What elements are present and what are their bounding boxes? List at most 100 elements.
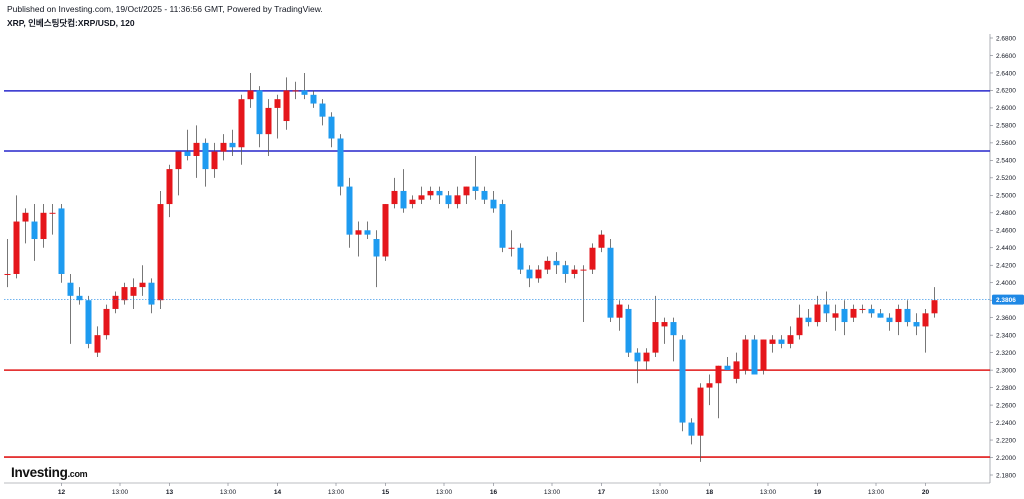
candle[interactable] (229, 129, 236, 156)
candle[interactable] (373, 230, 380, 288)
candle[interactable] (436, 186, 443, 205)
candle[interactable] (193, 125, 200, 178)
candle[interactable] (31, 204, 38, 261)
candle[interactable] (427, 186, 434, 200)
candle[interactable] (121, 282, 128, 305)
candle[interactable] (634, 348, 641, 384)
candle[interactable] (220, 134, 227, 161)
candle[interactable] (22, 208, 29, 244)
candle[interactable] (931, 287, 938, 318)
candle[interactable] (58, 204, 65, 283)
candle[interactable] (778, 335, 785, 349)
candle[interactable] (175, 151, 182, 196)
candle[interactable] (850, 304, 857, 323)
candle[interactable] (13, 195, 20, 279)
candle[interactable] (832, 304, 839, 331)
candle[interactable] (904, 300, 911, 327)
candle[interactable] (418, 186, 425, 205)
candle[interactable] (454, 186, 461, 209)
candle[interactable] (922, 308, 929, 353)
candle[interactable] (517, 243, 524, 274)
price-axis[interactable]: 2.1800 2.2000 2.2200 2.2400 2.2600 2.2800 2.30… (990, 35, 1016, 479)
candle[interactable] (184, 129, 191, 161)
candle[interactable] (85, 295, 92, 349)
candle[interactable] (292, 81, 299, 100)
candle[interactable] (310, 90, 317, 108)
candle[interactable] (724, 357, 731, 371)
candle[interactable] (553, 252, 560, 274)
candle[interactable] (580, 265, 587, 323)
candle[interactable] (499, 199, 506, 253)
candle[interactable] (895, 304, 902, 336)
candle[interactable] (859, 304, 866, 314)
candle[interactable] (787, 326, 794, 349)
candle[interactable] (157, 190, 164, 309)
candle[interactable] (589, 243, 596, 274)
candle[interactable] (400, 169, 407, 213)
candle[interactable] (409, 195, 416, 209)
candle[interactable] (472, 155, 479, 200)
candle[interactable] (130, 278, 137, 309)
candle[interactable] (346, 177, 353, 248)
candle[interactable] (796, 304, 803, 340)
candle[interactable] (616, 300, 623, 331)
candle[interactable] (571, 265, 578, 279)
candle[interactable] (76, 287, 83, 305)
candle[interactable] (364, 221, 371, 240)
candle[interactable] (697, 383, 704, 462)
candle[interactable] (661, 317, 668, 344)
candle[interactable] (841, 300, 848, 336)
candle[interactable] (769, 335, 776, 353)
candle[interactable] (625, 304, 632, 358)
candle[interactable] (679, 335, 686, 432)
candle[interactable] (742, 335, 749, 375)
candle[interactable] (670, 317, 677, 362)
candle[interactable] (805, 308, 812, 327)
candle[interactable] (319, 99, 326, 126)
candle[interactable] (391, 177, 398, 209)
time-axis[interactable]: 12 13:00 13 13:00 14 13:00 15 13:00 16 13:00 17 13:… (58, 483, 930, 496)
candle[interactable] (562, 260, 569, 283)
candle[interactable] (355, 221, 362, 257)
candle[interactable] (283, 77, 290, 130)
candle[interactable] (868, 304, 875, 318)
candle[interactable] (643, 348, 650, 371)
candle[interactable] (886, 313, 893, 331)
candle[interactable] (598, 230, 605, 253)
candle[interactable] (706, 374, 713, 406)
candle[interactable] (4, 239, 11, 288)
candle[interactable] (508, 230, 515, 257)
candle[interactable] (544, 256, 551, 274)
candle[interactable] (733, 352, 740, 384)
candle[interactable] (202, 138, 209, 187)
candle[interactable] (112, 291, 119, 314)
candle[interactable] (94, 326, 101, 358)
candle[interactable] (40, 204, 47, 248)
candle[interactable] (265, 99, 272, 156)
candle[interactable] (256, 86, 263, 148)
candle[interactable] (823, 291, 830, 323)
candle[interactable] (526, 265, 533, 288)
candle[interactable] (139, 265, 146, 296)
candle[interactable] (166, 164, 173, 218)
candle[interactable] (247, 72, 254, 108)
candle[interactable] (148, 278, 155, 314)
candle[interactable] (274, 94, 281, 139)
candle[interactable] (913, 313, 920, 336)
candle[interactable] (67, 273, 74, 344)
candle[interactable] (490, 190, 497, 213)
candle[interactable] (814, 295, 821, 327)
candle[interactable] (535, 265, 542, 283)
candle[interactable] (328, 112, 335, 148)
candle[interactable] (337, 134, 344, 196)
candle[interactable] (760, 339, 767, 375)
candle[interactable] (238, 94, 245, 165)
candle[interactable] (463, 186, 470, 205)
candle[interactable] (688, 418, 695, 445)
candle[interactable] (751, 335, 758, 375)
candle[interactable] (652, 295, 659, 358)
candle[interactable] (49, 204, 56, 235)
candle[interactable] (481, 186, 488, 205)
candle[interactable] (382, 204, 389, 261)
